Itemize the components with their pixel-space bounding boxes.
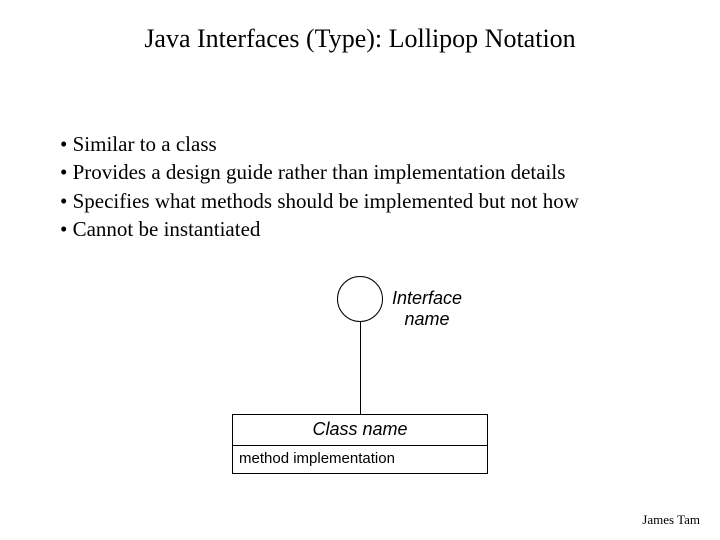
bullet-item: Cannot be instantiated xyxy=(60,215,579,243)
bullet-item: Provides a design guide rather than impl… xyxy=(60,158,579,186)
class-method-cell: method implementation xyxy=(233,446,487,473)
interface-lollipop-circle xyxy=(337,276,383,322)
interface-name-line1: Interface xyxy=(392,288,462,309)
slide-footer-author: James Tam xyxy=(642,512,700,528)
bullet-item: Similar to a class xyxy=(60,130,579,158)
bullet-list: Similar to a class Provides a design gui… xyxy=(60,130,579,243)
interface-name-label: Interface name xyxy=(392,288,462,329)
interface-name-line2: name xyxy=(392,309,462,330)
bullet-item: Specifies what methods should be impleme… xyxy=(60,187,579,215)
slide-title: Java Interfaces (Type): Lollipop Notatio… xyxy=(0,24,720,54)
class-box: Class name method implementation xyxy=(232,414,488,474)
interface-lollipop-stem xyxy=(360,322,361,414)
lollipop-diagram: Interface name Class name method impleme… xyxy=(0,0,720,540)
class-name-cell: Class name xyxy=(233,415,487,446)
